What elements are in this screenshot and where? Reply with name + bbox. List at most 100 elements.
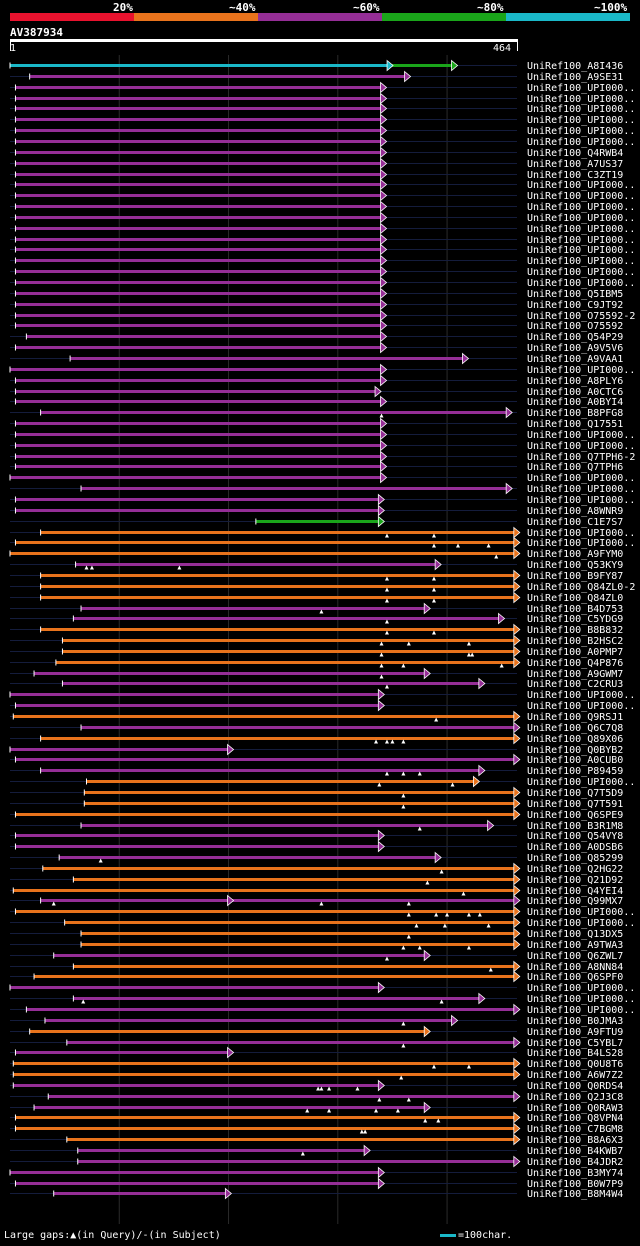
query-gap-marker [379,652,384,657]
hit-label: UniRef100_UPI000.. [527,983,635,994]
color-legend: 20% ~40% ~60% ~80% ~100% [0,0,640,24]
hit-label: UniRef100_A8WNR9 [527,506,623,517]
hit-label: UniRef100_O75592-2 [527,311,635,322]
query-gap-marker [384,533,389,538]
hit-label: UniRef100_UPI000.. [527,918,635,929]
scale-legend: =100char. [440,1230,512,1241]
query-gap-marker [417,771,422,776]
hit-label: UniRef100_UPI000.. [527,191,635,202]
hit-label: UniRef100_B4LS28 [527,1048,623,1059]
hit-end-triangle [451,1014,459,1027]
query-gap-marker [81,999,86,1004]
hit-label: UniRef100_UPI000.. [527,907,635,918]
hit-label: UniRef100_C3ZT19 [527,170,623,181]
hit-label: UniRef100_Q7T591 [527,799,623,810]
hit-end-triangle [513,1155,521,1168]
hit-label: UniRef100_Q2HG22 [527,864,623,875]
hit-label: UniRef100_Q0U8T6 [527,1059,623,1070]
query-gap-marker [406,934,411,939]
hit-label: UniRef100_A0DSB6 [527,842,623,853]
hit-label: UniRef100_Q6C7Q8 [527,723,623,734]
query-gap-marker [384,587,389,592]
hit-end-triangle [380,450,388,463]
hit-label: UniRef100_Q54P29 [527,332,623,343]
hit-end-triangle [380,222,388,235]
query-gap-marker [431,630,436,635]
hit-label: UniRef100_A9V5V6 [527,343,623,354]
hit-label: UniRef100_UPI000.. [527,777,635,788]
hit-label: UniRef100_Q21D92 [527,875,623,886]
query-gap-marker [494,554,499,559]
query-gap-marker [401,739,406,744]
query-gap-marker [486,543,491,548]
query-gap-marker [379,641,384,646]
query-gap-marker [401,793,406,798]
hit-end-triangle [513,797,521,810]
hit-end-triangle [513,905,521,918]
hit-label: UniRef100_Q4YEI4 [527,886,623,897]
hit-end-triangle [380,428,388,441]
query-gap-marker [466,945,471,950]
hit-end-triangle [513,1036,521,1049]
hit-end-triangle [423,949,431,962]
hit-end-triangle [377,829,385,842]
query-gap-marker [401,804,406,809]
hit-label: UniRef100_B8M4W4 [527,1189,623,1200]
hit-label: UniRef100_A9SE31 [527,72,623,83]
query-gap-marker [399,1075,404,1080]
hit-end-triangle [462,352,470,365]
hit-label: UniRef100_A6W7Z2 [527,1070,623,1081]
query-gap-marker [417,945,422,950]
hit-label: UniRef100_C1E7S7 [527,517,623,528]
query-gap-marker [379,674,384,679]
hit-end-triangle [380,298,388,311]
hit-label: UniRef100_UPI000.. [527,83,635,94]
query-gap-marker [431,1064,436,1069]
query-gap-marker [431,576,436,581]
hit-end-triangle [513,894,521,907]
hit-label: UniRef100_UPI000.. [527,224,635,235]
hit-label: UniRef100_B4JDR2 [527,1157,623,1168]
hit-label: UniRef100_UPI000.. [527,430,635,441]
hit-label: UniRef100_Q6SPF0 [527,972,623,983]
hit-label: UniRef100_Q89X06 [527,734,623,745]
query-gap-marker [425,880,430,885]
hit-end-triangle [451,59,459,72]
hit-end-triangle [377,1177,385,1190]
hit-label: UniRef100_B9FY87 [527,571,623,582]
hit-label: UniRef100_Q5IBM5 [527,289,623,300]
hit-end-triangle [377,699,385,712]
query-gap-marker [431,543,436,548]
hit-end-triangle [374,385,382,398]
hit-label: UniRef100_A9VAA1 [527,354,623,365]
hit-label: UniRef100_A7US37 [527,159,623,170]
hit-label: UniRef100_UPI000.. [527,256,635,267]
hit-end-triangle [498,612,506,625]
hit-end-triangle [227,894,235,907]
hit-label: UniRef100_Q53KY9 [527,560,623,571]
hit-end-triangle [423,667,431,680]
hit-end-triangle [513,623,521,636]
query-gap-marker [379,663,384,668]
hit-end-triangle [478,992,486,1005]
hit-end-triangle [513,970,521,983]
hit-end-triangle [377,504,385,517]
hit-label: UniRef100_UPI000.. [527,528,635,539]
footer-gaps-legend: Large gaps:▲(in Query)/-(in Subject) [4,1230,221,1241]
query-gap-marker [374,739,379,744]
query-gap-marker [401,663,406,668]
hit-end-triangle [380,178,388,191]
hit-end-triangle [224,1187,232,1200]
hit-end-triangle [478,764,486,777]
ruler-end-label: 464 [493,43,512,54]
query-gap-marker [466,912,471,917]
hit-end-triangle [380,417,388,430]
hit-end-triangle [380,233,388,246]
query-gap-marker [477,912,482,917]
hit-label: UniRef100_Q6SPE9 [527,810,623,821]
hit-end-triangle [513,786,521,799]
hit-end-triangle [377,981,385,994]
query-gap-marker [470,652,475,657]
hit-end-triangle [377,1079,385,1092]
query-gap-marker [431,587,436,592]
